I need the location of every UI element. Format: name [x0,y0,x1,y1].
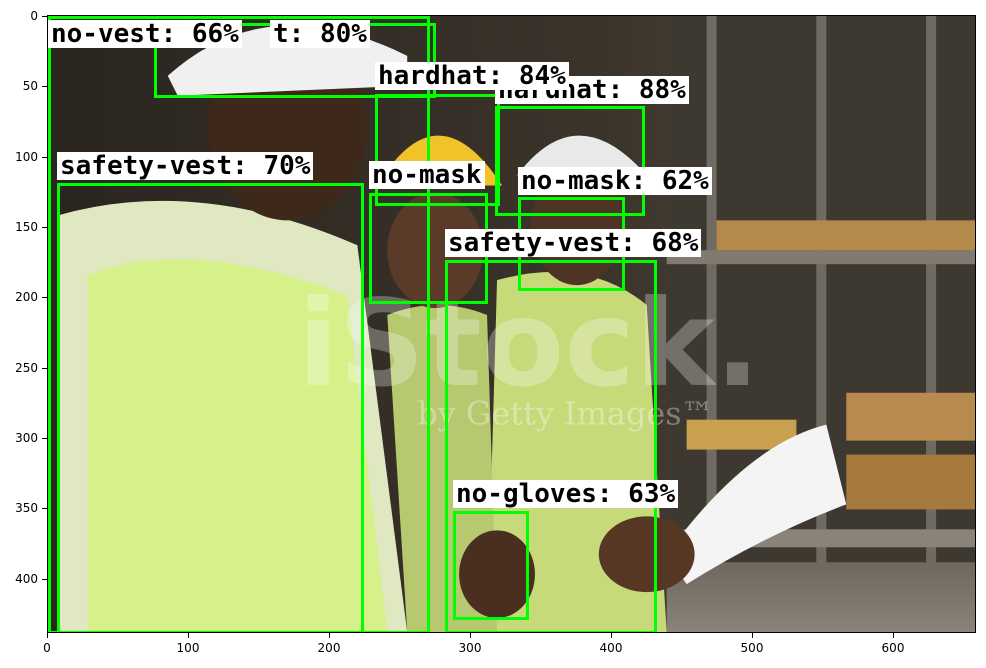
image-plot-frame: iStock. by Getty Images™ t: 80% no-vest:… [47,15,976,633]
detection-box-safety-vest-70 [57,183,364,632]
x-tick-label: 200 [317,641,341,655]
watermark-sub: by Getty Images™ [417,395,713,433]
watermark-brand: iStock. [297,275,760,414]
detection-box-hardhat-84 [375,94,500,206]
photo-workers-warehouse: iStock. by Getty Images™ [48,16,975,632]
y-tick-label: 150 [15,220,38,234]
y-tick-label: 100 [15,150,38,164]
x-tick-label: 400 [599,641,623,655]
label-safety-vest-68: safety-vest: 68% [445,229,702,257]
x-tick-label: 300 [458,641,482,655]
x-tick-label: 0 [43,641,51,655]
label-no-mask: no-mask [369,161,485,189]
x-tick-label: 500 [740,641,764,655]
y-tick-label: 350 [15,501,38,515]
detection-box-hardhat-88 [495,106,645,216]
x-tick-label: 600 [881,641,905,655]
label-safety-vest-70: safety-vest: 70% [57,152,314,180]
y-tick-label: 250 [15,361,38,375]
label-no-gloves: no-gloves: 63% [453,480,679,508]
x-tick-label: 100 [176,641,200,655]
detection-box-safety-vest-68 [445,260,657,632]
label-no-mask-62: no-mask: 62% [518,167,712,195]
y-tick-label: 400 [15,572,38,586]
y-tick-label: 0 [30,9,38,23]
y-tick-label: 200 [15,290,38,304]
label-hardhat-84: hardhat: 84% [375,62,569,90]
detection-box-no-gloves [453,511,529,620]
label-hardhat-80: t: 80% [270,20,370,48]
label-no-vest: no-vest: 66% [48,20,242,48]
y-tick-label: 50 [22,79,38,93]
y-tick-label: 300 [15,431,38,445]
